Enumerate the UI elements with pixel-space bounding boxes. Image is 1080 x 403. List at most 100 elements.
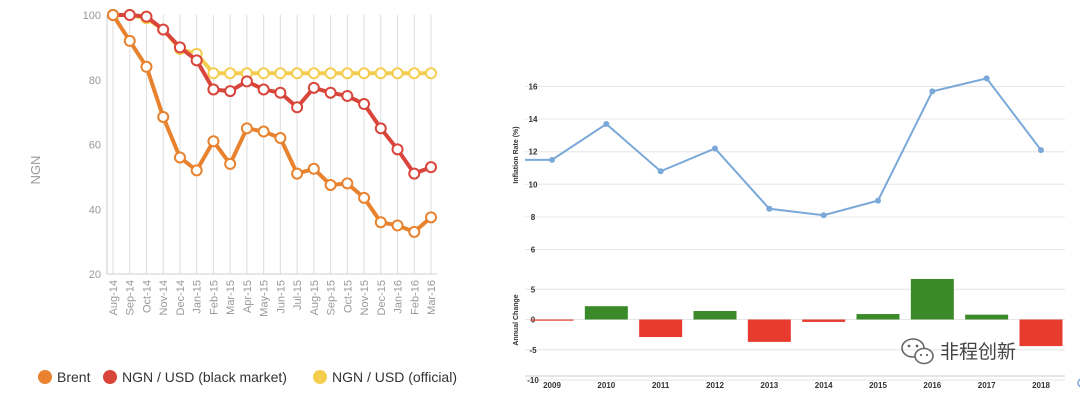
ngn-data-point xyxy=(140,60,153,73)
ngn-x-tick-label: Jan-16 xyxy=(393,280,405,314)
ngn-x-tick-label: Apr-15 xyxy=(242,280,254,313)
annual-x-tick-label: 2009 xyxy=(543,381,561,390)
ngn-y-tick-label: 100 xyxy=(83,10,101,22)
ngn-data-point xyxy=(123,9,136,21)
ngn-data-point xyxy=(425,161,437,174)
wechat-icon xyxy=(901,338,934,365)
annual-y-tick-label: 5 xyxy=(531,285,536,294)
ngn-data-point xyxy=(408,167,421,180)
ngn-data-point xyxy=(374,216,387,229)
inflation-y-ticks: 16 14 12 10 8 6 xyxy=(529,83,538,255)
annual-x-tick-label: 2014 xyxy=(815,381,833,390)
inflation-y-tick-label: 12 xyxy=(529,148,538,157)
ngn-x-tick-label: Oct-15 xyxy=(342,280,354,313)
inflation-y-axis-title: Inflation Rate (%) xyxy=(513,126,520,183)
annual-y-axis-title: Annual Change xyxy=(513,294,520,345)
ngn-data-point xyxy=(408,67,421,80)
inflation-data-point xyxy=(603,120,610,127)
ngn-legend-marker xyxy=(313,370,327,384)
ngn-data-point xyxy=(358,98,371,111)
ngn-x-tick-label: Aug-14 xyxy=(108,280,120,315)
annual-y-tick-label: -5 xyxy=(529,346,537,355)
annual-bar xyxy=(747,319,791,342)
ngn-series-line xyxy=(111,13,433,76)
ngn-data-point xyxy=(307,162,320,175)
inflation-data-point xyxy=(875,197,881,204)
ngn-data-point xyxy=(374,67,387,80)
annual-bar xyxy=(802,319,846,322)
annual-gridlines xyxy=(525,288,1065,381)
annual-bar xyxy=(584,306,628,320)
ngn-data-point xyxy=(257,83,270,96)
ngn-data-point xyxy=(207,135,220,148)
annual-bar xyxy=(530,319,574,321)
ngn-data-point xyxy=(274,86,287,99)
ngn-series xyxy=(107,9,437,238)
watermark-text: 非程创新 xyxy=(940,341,1016,363)
ngn-x-tick-label: Sep-14 xyxy=(125,280,137,315)
ngn-data-point xyxy=(358,191,371,204)
ngn-data-point xyxy=(307,67,320,80)
ngn-data-point xyxy=(274,67,287,80)
watermark: 非程创新 xyxy=(901,338,1080,388)
ngn-x-tick-label: Jan-15 xyxy=(192,280,204,314)
ngn-data-point xyxy=(123,34,136,47)
inflation-series xyxy=(525,75,1044,219)
ngn-data-point xyxy=(224,67,237,80)
annual-x-tick-label: 2011 xyxy=(652,381,670,390)
ngn-data-point xyxy=(341,89,354,102)
ngn-data-point xyxy=(240,122,253,135)
ngn-legend-label: NGN / USD (official) xyxy=(332,369,457,385)
ngn-data-point xyxy=(341,177,354,190)
ngn-x-tick-label: Dec-14 xyxy=(175,280,187,315)
annual-y-tick-label: -10 xyxy=(527,376,539,385)
ngn-data-point xyxy=(358,67,371,80)
ngn-data-point xyxy=(274,132,287,145)
inflation-chart: 16 14 12 10 8 6 Inflation Rate (%) xyxy=(513,75,1065,255)
ngn-legend: Brent NGN / USD (black market) NGN / USD (… xyxy=(38,369,457,385)
ngn-x-tick-label: Aug-15 xyxy=(309,280,321,315)
ngn-data-point xyxy=(107,9,119,21)
ngn-data-point xyxy=(190,54,203,67)
ngn-data-point xyxy=(140,10,153,23)
annual-bar xyxy=(639,319,683,338)
inflation-gridlines xyxy=(525,86,1065,250)
ngn-data-point xyxy=(425,67,437,80)
annual-x-tick-label: 2017 xyxy=(978,381,996,390)
ngn-x-tick-label: Nov-14 xyxy=(158,280,170,315)
ngn-y-tick-label: 40 xyxy=(89,204,101,216)
ngn-data-point xyxy=(207,67,220,80)
inflation-data-point xyxy=(766,205,773,212)
ngn-data-point xyxy=(324,178,337,191)
annual-x-tick-label: 2016 xyxy=(923,381,941,390)
ngn-data-point xyxy=(291,101,304,114)
ngn-x-tick-label: Feb-16 xyxy=(409,280,421,315)
ngn-data-point xyxy=(157,110,170,123)
ngn-data-point xyxy=(391,67,404,80)
ngn-data-point xyxy=(224,157,237,170)
annual-x-tick-label: 2018 xyxy=(1032,381,1050,390)
inflation-y-tick-label: 10 xyxy=(529,180,538,189)
ngn-data-point xyxy=(291,167,304,180)
ngn-x-tick-label: Nov-15 xyxy=(359,280,371,315)
ngn-data-point xyxy=(257,67,270,80)
ngn-data-point xyxy=(173,151,186,164)
ngn-y-tick-label: 80 xyxy=(89,75,101,87)
inflation-data-point xyxy=(712,145,718,152)
annual-x-tick-label: 2013 xyxy=(760,381,778,390)
ngn-data-point xyxy=(408,225,421,238)
ngn-x-tick-label: Oct-14 xyxy=(141,280,153,313)
ngn-data-point xyxy=(157,23,170,36)
ngn-data-point xyxy=(324,67,337,80)
ngn-data-point xyxy=(341,67,354,80)
inflation-data-point xyxy=(549,156,555,163)
ngn-series-line xyxy=(111,13,433,176)
ngn-x-tick-label: Sep-15 xyxy=(326,280,338,315)
annual-bar xyxy=(856,314,900,320)
ngn-x-tick-label: Mar-15 xyxy=(225,280,237,315)
ngn-data-point xyxy=(224,85,237,98)
ngn-gridlines xyxy=(106,15,437,275)
ngn-y-tick-label: 60 xyxy=(89,140,101,152)
ngn-data-point xyxy=(307,81,320,94)
